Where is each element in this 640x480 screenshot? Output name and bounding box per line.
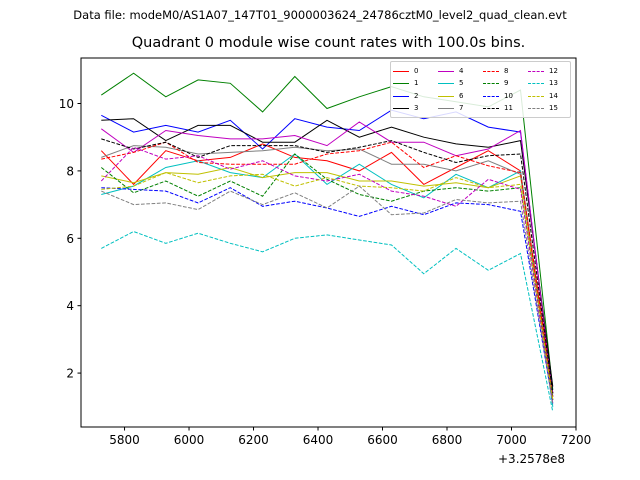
legend-label: 12 [549, 66, 558, 75]
legend-label: 6 [459, 91, 464, 100]
legend-label: 14 [549, 91, 558, 100]
series-line-10 [101, 187, 554, 404]
legend-entry-11: 11 [483, 103, 528, 116]
legend-swatch [438, 83, 454, 85]
series-line-9 [100, 153, 554, 401]
series-line-3 [101, 118, 554, 387]
legend-label: 7 [459, 104, 464, 113]
legend-swatch [528, 95, 544, 97]
axis-ticks: 5800 6000 6200 6400 6600 6800 7000 7200 2 4 6 8 10 [59, 97, 592, 447]
legend-label: 11 [504, 104, 513, 113]
legend-swatch [483, 83, 499, 85]
x-tick-label: 7000 [496, 433, 527, 447]
legend-entry-10: 10 [483, 90, 528, 103]
legend-swatch [438, 108, 454, 110]
legend-swatch [483, 108, 499, 110]
legend-entry-12: 12 [528, 65, 573, 78]
y-tick-label: 10 [59, 97, 74, 111]
legend-entry-14: 14 [528, 90, 573, 103]
x-tick-label: 6000 [174, 433, 205, 447]
y-tick-label: 8 [66, 164, 74, 178]
legend-entry-8: 8 [483, 65, 528, 78]
legend-swatch [483, 70, 499, 72]
legend-entry-6: 6 [438, 90, 483, 103]
series-line-8 [101, 141, 554, 397]
legend-swatch [483, 95, 499, 97]
legend-swatch [438, 95, 454, 97]
legend-label: 1 [414, 79, 419, 88]
legend-entry-13: 13 [528, 78, 573, 91]
legend-label: 15 [549, 104, 558, 113]
x-tick-label: 6200 [238, 433, 269, 447]
x-tick-label: 5800 [109, 433, 140, 447]
legend-swatch [438, 70, 454, 72]
series-line-2 [101, 109, 554, 394]
legend-entry-3: 3 [393, 103, 438, 116]
series-line-15 [101, 185, 554, 406]
figure-suptitle: Data file: modeM0/AS1A07_147T01_90000036… [73, 8, 567, 22]
legend-label: 8 [504, 66, 509, 75]
legend-label: 2 [414, 91, 419, 100]
legend-entry-4: 4 [438, 65, 483, 78]
legend-swatch [393, 70, 409, 72]
chart-title: Quadrant 0 module wise count rates with … [131, 35, 526, 51]
x-tick-label: 7200 [561, 433, 592, 447]
series-line-7 [101, 145, 554, 397]
y-tick-label: 2 [66, 367, 74, 381]
series-line-12 [100, 146, 554, 404]
legend-label: 3 [414, 104, 419, 113]
series-line-14 [101, 172, 554, 401]
legend-entry-15: 15 [528, 103, 573, 116]
x-tick-label: 6400 [303, 433, 334, 447]
legend-swatch [528, 108, 544, 110]
series-line-13 [101, 230, 554, 412]
legend-label: 4 [459, 66, 464, 75]
legend-swatch [528, 70, 544, 72]
legend-entry-2: 2 [393, 90, 438, 103]
legend-swatch [393, 95, 409, 97]
legend-entry-7: 7 [438, 103, 483, 116]
legend-label: 13 [549, 79, 558, 88]
legend-swatch [528, 83, 544, 85]
series-line-6 [101, 166, 554, 401]
chart-legend: 0 1 2 3 4 5 6 7 8 9 10 11 12 13 14 15 [390, 61, 571, 118]
series-line-11 [101, 138, 554, 394]
series-line-5 [101, 153, 554, 407]
legend-entry-0: 0 [393, 65, 438, 78]
legend-label: 0 [414, 66, 419, 75]
legend-entry-9: 9 [483, 78, 528, 91]
legend-label: 9 [504, 79, 509, 88]
legend-swatch [393, 108, 409, 110]
y-tick-label: 6 [66, 232, 74, 246]
series-line-4 [101, 121, 554, 397]
y-tick-label: 4 [66, 299, 74, 313]
x-tick-label: 6600 [367, 433, 398, 447]
legend-entry-1: 1 [393, 78, 438, 91]
axes-frame [80, 57, 577, 428]
legend-label: 10 [504, 91, 513, 100]
legend-label: 5 [459, 79, 464, 88]
legend-swatch [393, 83, 409, 85]
x-offset-label: +3.2578e8 [498, 452, 566, 466]
plot-lines [100, 72, 554, 412]
x-tick-label: 6800 [432, 433, 463, 447]
legend-entry-5: 5 [438, 78, 483, 91]
series-line-0 [100, 143, 554, 394]
